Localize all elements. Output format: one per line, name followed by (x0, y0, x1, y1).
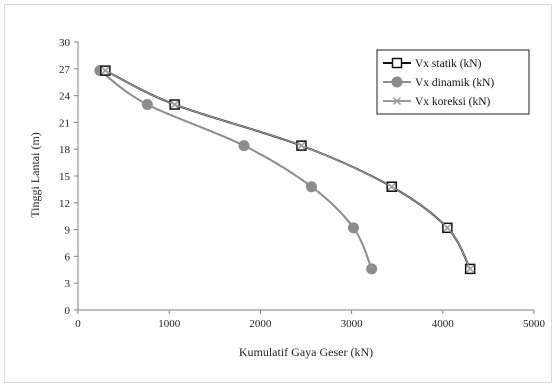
data-point (366, 263, 378, 275)
x-tick-label: 3000 (341, 318, 364, 330)
x-tick-label: 4000 (432, 318, 455, 330)
legend-marker (391, 57, 403, 69)
y-tick-label: 24 (59, 91, 71, 103)
data-point (443, 223, 452, 232)
data-point (347, 222, 359, 234)
y-axis-title: Tinggi Lantai (m) (28, 132, 42, 218)
legend-label: Vx dinamik (kN) (415, 77, 494, 89)
y-tick-label: 3 (65, 278, 71, 290)
x-tick-label: 0 (75, 318, 81, 330)
legend-label: Vx statik (kN) (415, 58, 482, 70)
x-axis-title: Kumulatif Gaya Geser (kN) (239, 345, 373, 359)
data-point (238, 140, 250, 152)
data-point (387, 182, 396, 191)
y-tick-label: 9 (65, 225, 71, 237)
x-tick-label: 2000 (249, 318, 272, 330)
legend-label: Vx koreksi (kN) (415, 96, 491, 108)
data-point (466, 264, 475, 273)
data-point (297, 141, 306, 150)
y-tick-label: 30 (59, 37, 71, 49)
data-point (305, 181, 317, 193)
legend: Vx statik (kN) Vx dinamik (kN) Vx koreksi … (376, 49, 530, 115)
data-point (141, 99, 153, 111)
y-tick-label: 6 (65, 251, 71, 263)
y-tick-label: 27 (59, 64, 71, 76)
legend-marker (392, 96, 402, 106)
plot-area (94, 65, 476, 275)
y-tick-label: 0 (65, 305, 71, 317)
x-tick-label: 1000 (158, 318, 181, 330)
x-tick-label: 5000 (523, 318, 546, 330)
y-tick-label: 21 (59, 117, 70, 129)
y-tick-label: 15 (59, 171, 71, 183)
y-tick-label: 12 (59, 198, 70, 210)
tick-labels: 0 1000 2000 3000 4000 5000 0 3 6 9 12 15 18 21 24 27 30 (59, 37, 546, 330)
data-point (101, 66, 110, 75)
y-tick-label: 18 (59, 144, 71, 156)
series-line (99, 69, 373, 270)
data-point (170, 100, 179, 109)
axes (74, 41, 535, 314)
legend-marker (391, 76, 403, 88)
